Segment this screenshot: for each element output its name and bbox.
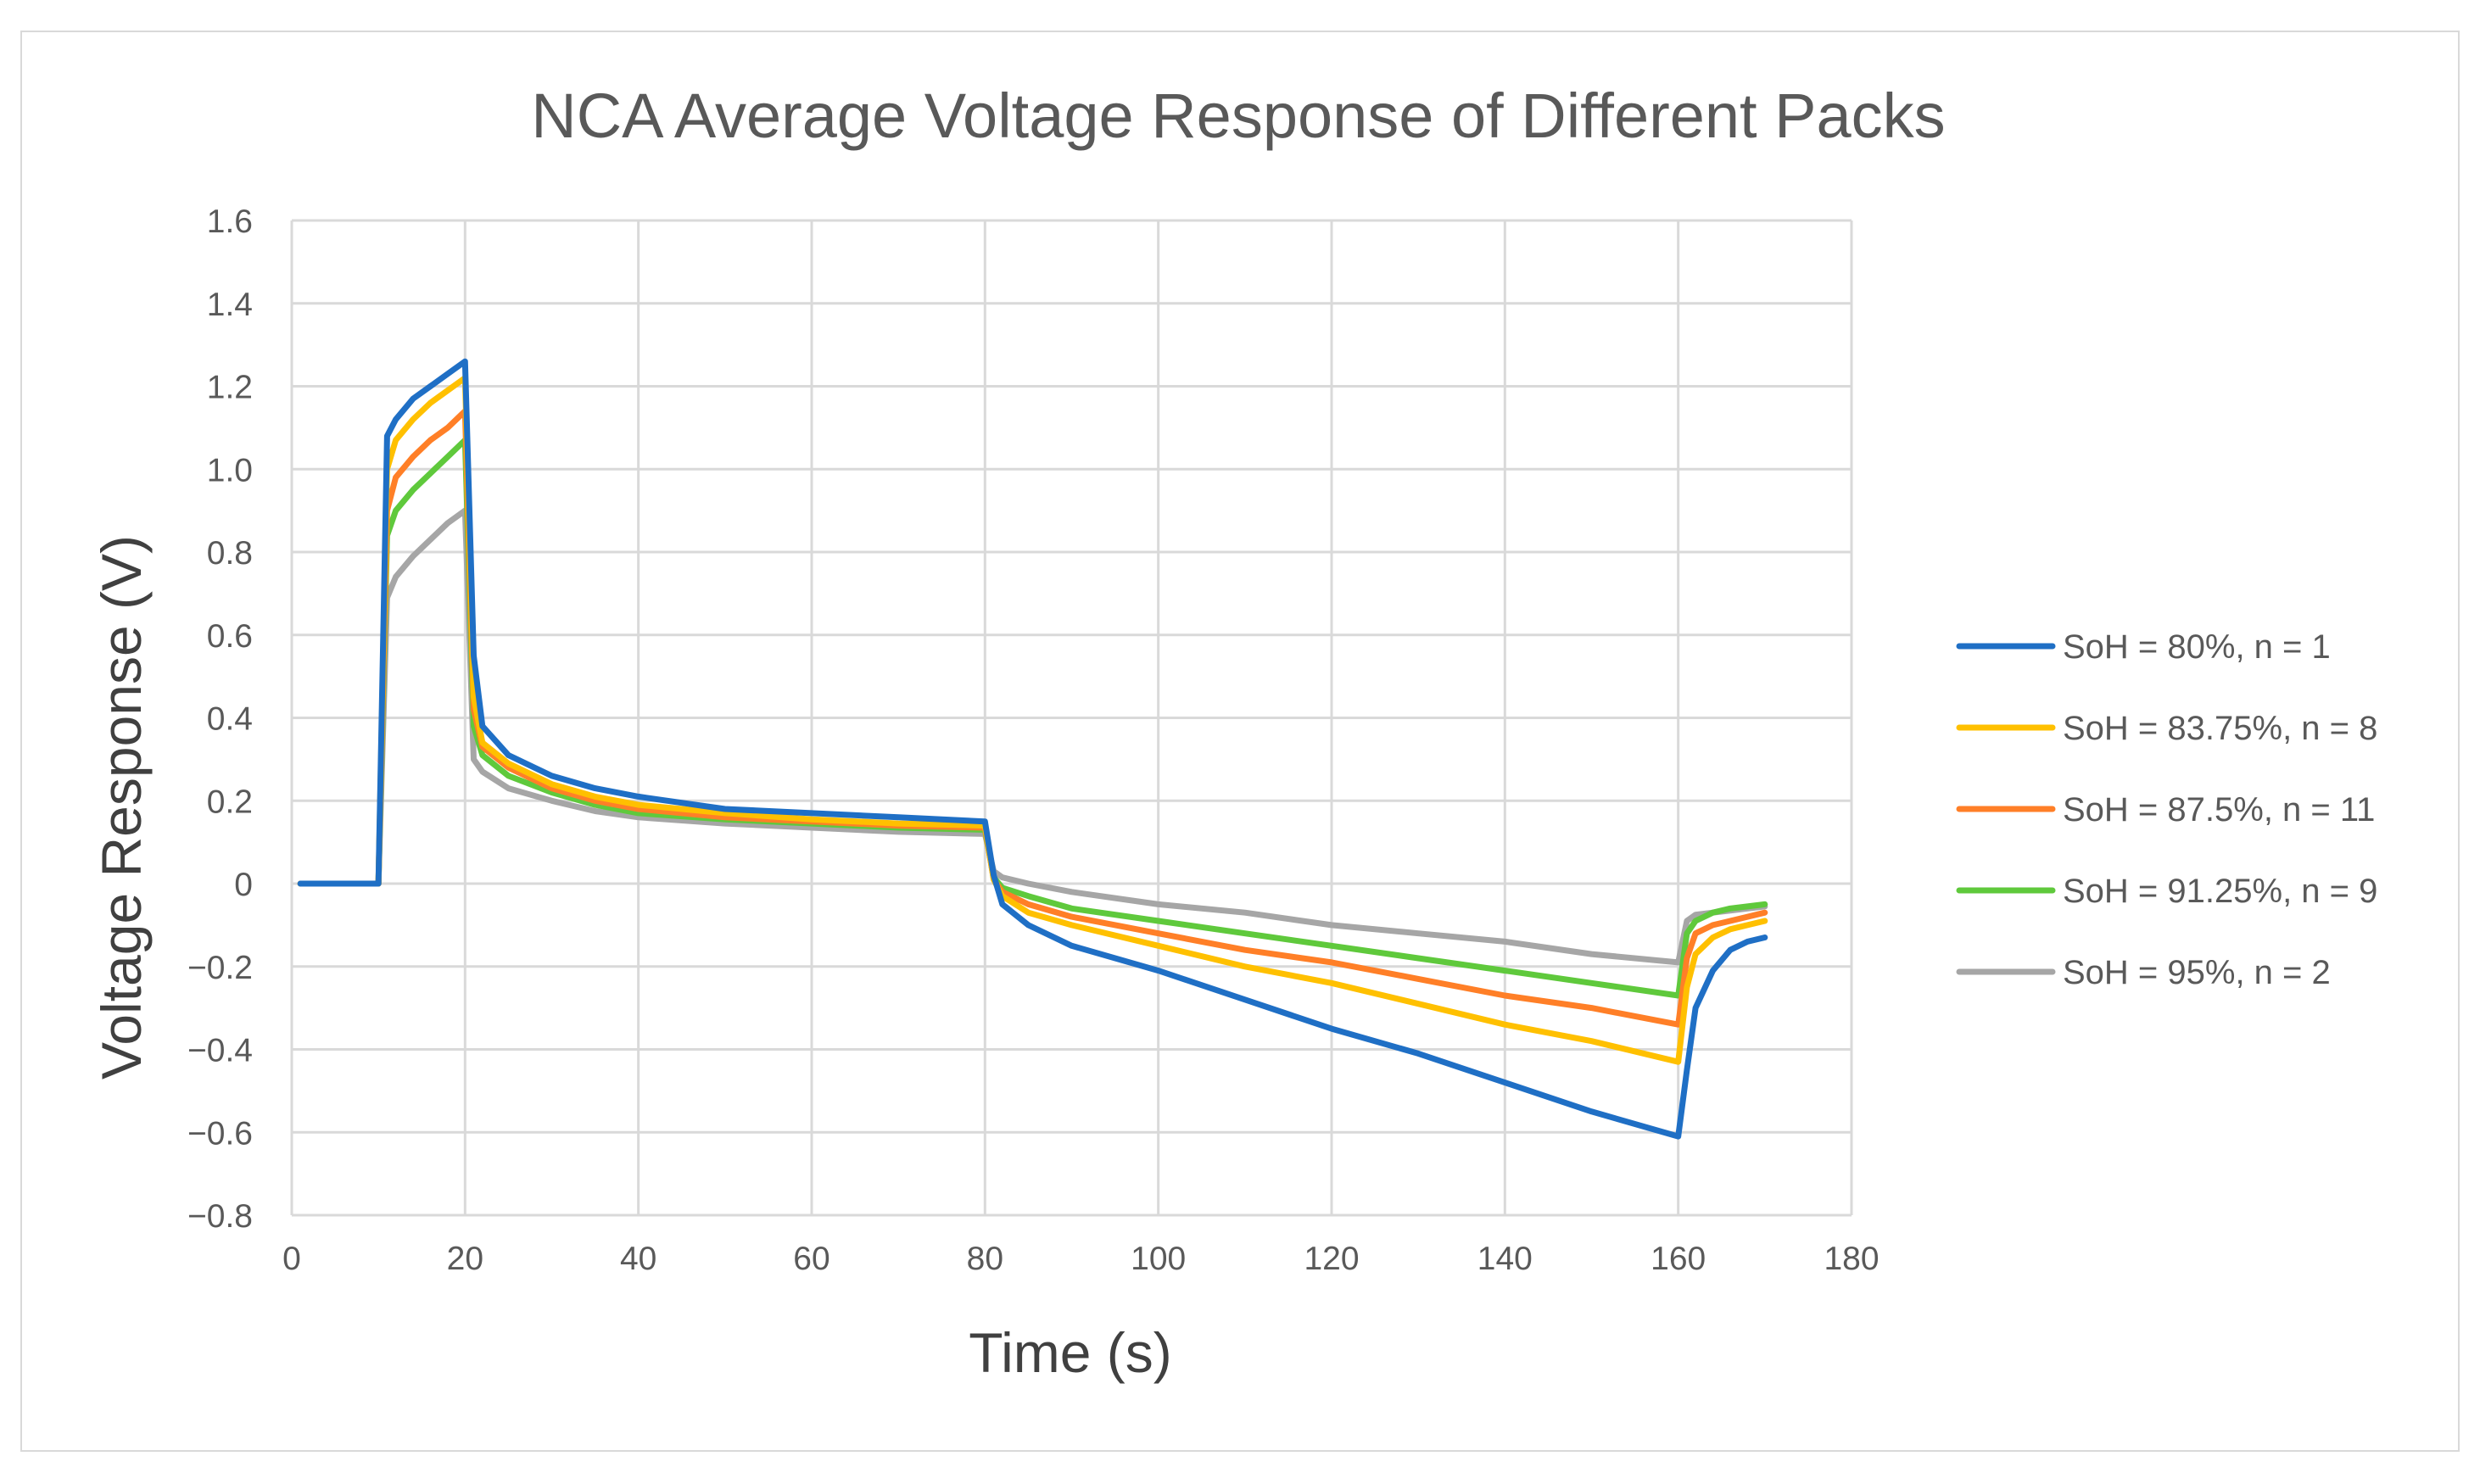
legend-label: SoH = 87.5%, n = 11: [2063, 791, 2375, 828]
x-tick-label: 100: [1131, 1241, 1186, 1277]
y-tick-label: −0.4: [187, 1033, 253, 1069]
y-tick-label: 1.6: [207, 204, 253, 240]
legend-label: SoH = 80%, n = 1: [2063, 628, 2331, 666]
y-axis-ticks: 1.6 1.4 1.2 1.0 0.8 0.6 0.4 0.2 0 −0.2 −0.4 −0.6 −0.…: [187, 204, 253, 1235]
y-tick-label: 1.4: [207, 287, 253, 323]
x-tick-label: 80: [967, 1241, 1003, 1277]
y-tick-label: 0.4: [207, 701, 253, 738]
y-tick-label: −0.6: [187, 1115, 253, 1152]
x-tick-label: 20: [447, 1241, 483, 1277]
series-line: [297, 358, 1768, 1140]
x-tick-label: 0: [282, 1241, 301, 1277]
legend: SoH = 80%, n = 1 SoH = 83.75%, n = 8 SoH =…: [1956, 628, 2377, 991]
x-tick-label: 40: [620, 1241, 656, 1277]
series-line: [297, 375, 1768, 1065]
y-tick-label: 0.2: [207, 784, 253, 820]
y-axis-title: Voltage Response (V): [90, 535, 153, 1080]
y-tick-label: 0.6: [207, 618, 253, 655]
y-tick-label: 0.8: [207, 535, 253, 572]
y-tick-label: −0.2: [187, 950, 253, 986]
x-axis-title: Time (s): [969, 1321, 1172, 1384]
x-tick-label: 140: [1477, 1241, 1533, 1277]
y-tick-label: 1.0: [207, 452, 253, 488]
x-tick-label: 160: [1651, 1241, 1706, 1277]
x-tick-label: 180: [1824, 1241, 1879, 1277]
y-tick-label: 0: [234, 867, 253, 903]
x-axis-ticks: 0 20 40 60 80 100 120 140 160 180: [282, 1241, 1879, 1277]
legend-label: SoH = 95%, n = 2: [2063, 954, 2331, 991]
chart-title: NCA Average Voltage Response of Differen…: [531, 81, 1945, 151]
gridlines: [290, 219, 1853, 1217]
y-tick-label: −0.8: [187, 1198, 253, 1235]
series-lines: [297, 358, 1768, 1140]
x-tick-label: 120: [1304, 1241, 1359, 1277]
legend-label: SoH = 91.25%, n = 9: [2063, 873, 2377, 910]
x-tick-label: 60: [793, 1241, 829, 1277]
y-tick-label: 1.2: [207, 370, 253, 406]
legend-label: SoH = 83.75%, n = 8: [2063, 710, 2377, 747]
